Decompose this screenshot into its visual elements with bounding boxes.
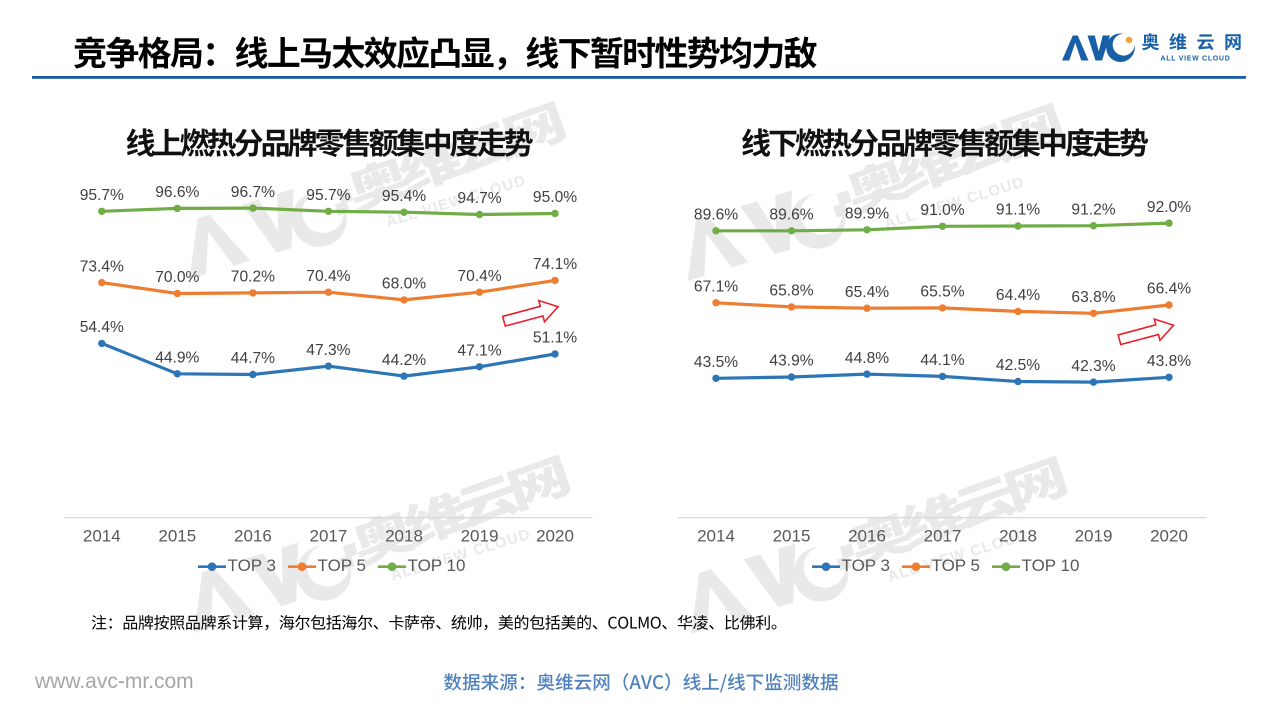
svg-text:2015: 2015 [158,527,196,546]
svg-text:2018: 2018 [385,527,423,546]
svg-text:www.avc-mr.com: www.avc-mr.com [34,670,194,693]
svg-text:2020: 2020 [1150,527,1188,546]
svg-text:2020: 2020 [536,527,574,546]
svg-text:44.7%: 44.7% [231,350,275,367]
svg-text:95.4%: 95.4% [382,188,426,205]
svg-text:94.7%: 94.7% [457,190,501,207]
svg-text:TOP 10: TOP 10 [408,556,466,575]
svg-text:47.3%: 47.3% [306,342,350,359]
svg-text:44.1%: 44.1% [920,352,964,369]
svg-text:2014: 2014 [697,527,735,546]
svg-text:2014: 2014 [83,527,121,546]
svg-text:95.7%: 95.7% [306,187,350,204]
svg-text:66.4%: 66.4% [1147,281,1191,298]
svg-text:44.2%: 44.2% [382,352,426,369]
svg-text:42.5%: 42.5% [996,357,1040,374]
svg-text:65.8%: 65.8% [769,283,813,300]
svg-text:TOP 5: TOP 5 [932,556,981,575]
svg-text:42.3%: 42.3% [1071,358,1115,375]
svg-text:91.2%: 91.2% [1071,201,1115,218]
svg-text:96.7%: 96.7% [231,184,275,201]
svg-text:73.4%: 73.4% [80,258,124,275]
svg-text:65.4%: 65.4% [845,284,889,301]
svg-text:TOP 10: TOP 10 [1022,556,1080,575]
svg-text:91.0%: 91.0% [920,202,964,219]
svg-text:44.8%: 44.8% [845,350,889,367]
svg-text:89.6%: 89.6% [694,207,738,224]
svg-text:67.1%: 67.1% [694,279,738,296]
svg-text:2015: 2015 [773,527,811,546]
svg-text:43.8%: 43.8% [1147,353,1191,370]
svg-text:54.4%: 54.4% [80,319,124,336]
svg-text:2018: 2018 [999,527,1037,546]
svg-text:89.9%: 89.9% [845,206,889,223]
svg-text:92.0%: 92.0% [1147,199,1191,216]
svg-text:65.5%: 65.5% [920,284,964,301]
svg-text:89.6%: 89.6% [769,207,813,224]
svg-text:2017: 2017 [924,527,962,546]
svg-text:TOP 3: TOP 3 [842,556,891,575]
svg-text:95.7%: 95.7% [80,187,124,204]
svg-text:44.9%: 44.9% [155,350,199,367]
svg-text:43.9%: 43.9% [769,353,813,370]
svg-text:70.4%: 70.4% [306,268,350,285]
svg-text:TOP 5: TOP 5 [318,556,367,575]
svg-text:70.2%: 70.2% [231,269,275,286]
svg-text:2017: 2017 [309,527,347,546]
svg-text:51.1%: 51.1% [533,330,577,347]
svg-text:74.1%: 74.1% [533,256,577,273]
svg-text:47.1%: 47.1% [457,343,501,360]
svg-text:ALL VIEW CLOUD: ALL VIEW CLOUD [1161,55,1231,62]
svg-text:2019: 2019 [1075,527,1113,546]
svg-text:2019: 2019 [461,527,499,546]
svg-text:2016: 2016 [848,527,886,546]
svg-text:64.4%: 64.4% [996,287,1040,304]
svg-text:63.8%: 63.8% [1071,289,1115,306]
svg-text:95.0%: 95.0% [533,189,577,206]
svg-text:70.0%: 70.0% [155,269,199,286]
svg-text:2016: 2016 [234,527,272,546]
svg-text:70.4%: 70.4% [457,268,501,285]
svg-text:43.5%: 43.5% [694,354,738,371]
svg-text:TOP 3: TOP 3 [228,556,277,575]
svg-text:68.0%: 68.0% [382,276,426,293]
svg-text:91.1%: 91.1% [996,202,1040,219]
svg-text:96.6%: 96.6% [155,184,199,201]
